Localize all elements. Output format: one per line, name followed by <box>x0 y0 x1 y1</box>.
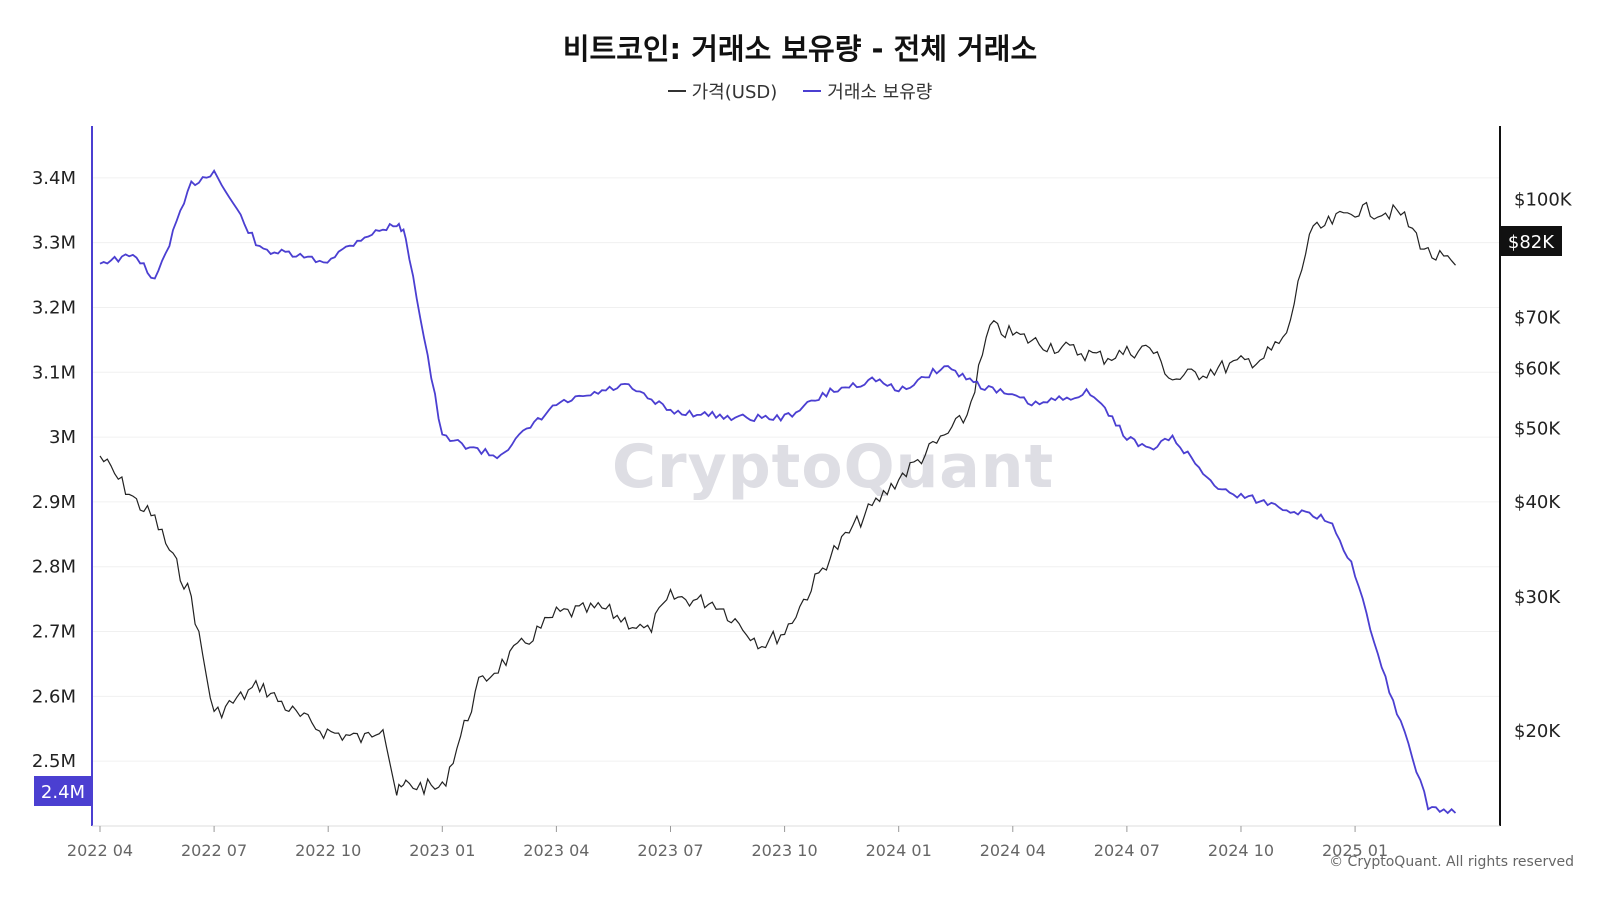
legend-swatch-reserve <box>803 90 822 92</box>
x-tick-label: 2022 07 <box>181 841 247 860</box>
right-axis-ticks: $100K$90K$70K$60K$50K$40K$30K$20K <box>1514 190 1573 742</box>
reserve-badge-label: 2.4M <box>41 782 85 803</box>
x-tick-label: 2024 07 <box>1094 841 1160 860</box>
left-tick-label: 2.8M <box>32 557 76 578</box>
chart-title: 비트코인: 거래소 보유량 - 전체 거래소 <box>562 32 1038 66</box>
right-tick-label: $20K <box>1514 721 1561 742</box>
right-tick-label: $30K <box>1514 587 1561 608</box>
x-tick-label: 2023 10 <box>752 841 818 860</box>
price-badge-label: $82K <box>1508 232 1555 253</box>
reserve-current-badge: 2.4M <box>34 776 92 806</box>
right-tick-label: $40K <box>1514 492 1561 513</box>
grid-lines <box>92 177 1500 762</box>
right-tick-label: $70K <box>1514 307 1561 328</box>
legend-swatch-price <box>667 90 686 92</box>
right-tick-label: $100K <box>1514 190 1573 211</box>
left-tick-label: 3.3M <box>32 233 76 254</box>
right-tick-label: $50K <box>1514 419 1561 440</box>
x-tick-label: 2024 04 <box>980 841 1046 860</box>
left-tick-label: 2.9M <box>32 492 76 513</box>
left-tick-label: 3.1M <box>32 362 76 383</box>
legend-label-price: 가격(USD) <box>691 82 778 103</box>
watermark: CryptoQuant <box>612 432 1055 502</box>
legend-item-reserve[interactable]: 거래소 보유량 <box>803 78 932 104</box>
left-tick-label: 3.2M <box>32 297 76 318</box>
legend-item-price[interactable]: 가격(USD) <box>667 78 778 104</box>
right-tick-label: $60K <box>1514 358 1561 379</box>
left-tick-label: 3M <box>49 427 76 448</box>
reserve-badge-bg <box>34 776 92 806</box>
chart-legend: 가격(USD) 거래소 보유량 <box>0 78 1600 104</box>
x-tick-label: 2023 04 <box>523 841 589 860</box>
left-tick-label: 3.4M <box>32 168 76 189</box>
left-tick-label: 2.5M <box>32 751 76 772</box>
left-tick-label: 2.7M <box>32 622 76 643</box>
x-tick-label: 2024 01 <box>866 841 932 860</box>
x-tick-label: 2023 01 <box>409 841 475 860</box>
left-tick-label: 2.6M <box>32 686 76 707</box>
x-tick-label: 2022 04 <box>67 841 133 860</box>
x-tick-label: 2022 10 <box>295 841 361 860</box>
copyright-text: © CryptoQuant. All rights reserved <box>1329 854 1574 870</box>
legend-label-reserve: 거래소 보유량 <box>827 82 933 103</box>
price-badge-bg <box>1500 226 1562 256</box>
price-current-badge: $82K <box>1500 226 1562 256</box>
reserve-series-line <box>99 169 1457 815</box>
x-tick-label: 2024 10 <box>1208 841 1274 860</box>
price-series-line <box>99 201 1456 797</box>
left-axis-ticks: 3.4M 3.3M 3.2M 3.1M 3M 2.9M 2.8M 2.7M 2.6M 2.5M <box>32 168 76 772</box>
x-tick-label: 2025 01 <box>1322 841 1388 860</box>
x-tick-label: 2023 07 <box>637 841 703 860</box>
x-axis-ticks: 2022 04 2022 07 2022 10 2023 01 2023 04 2023 … <box>67 826 1388 860</box>
